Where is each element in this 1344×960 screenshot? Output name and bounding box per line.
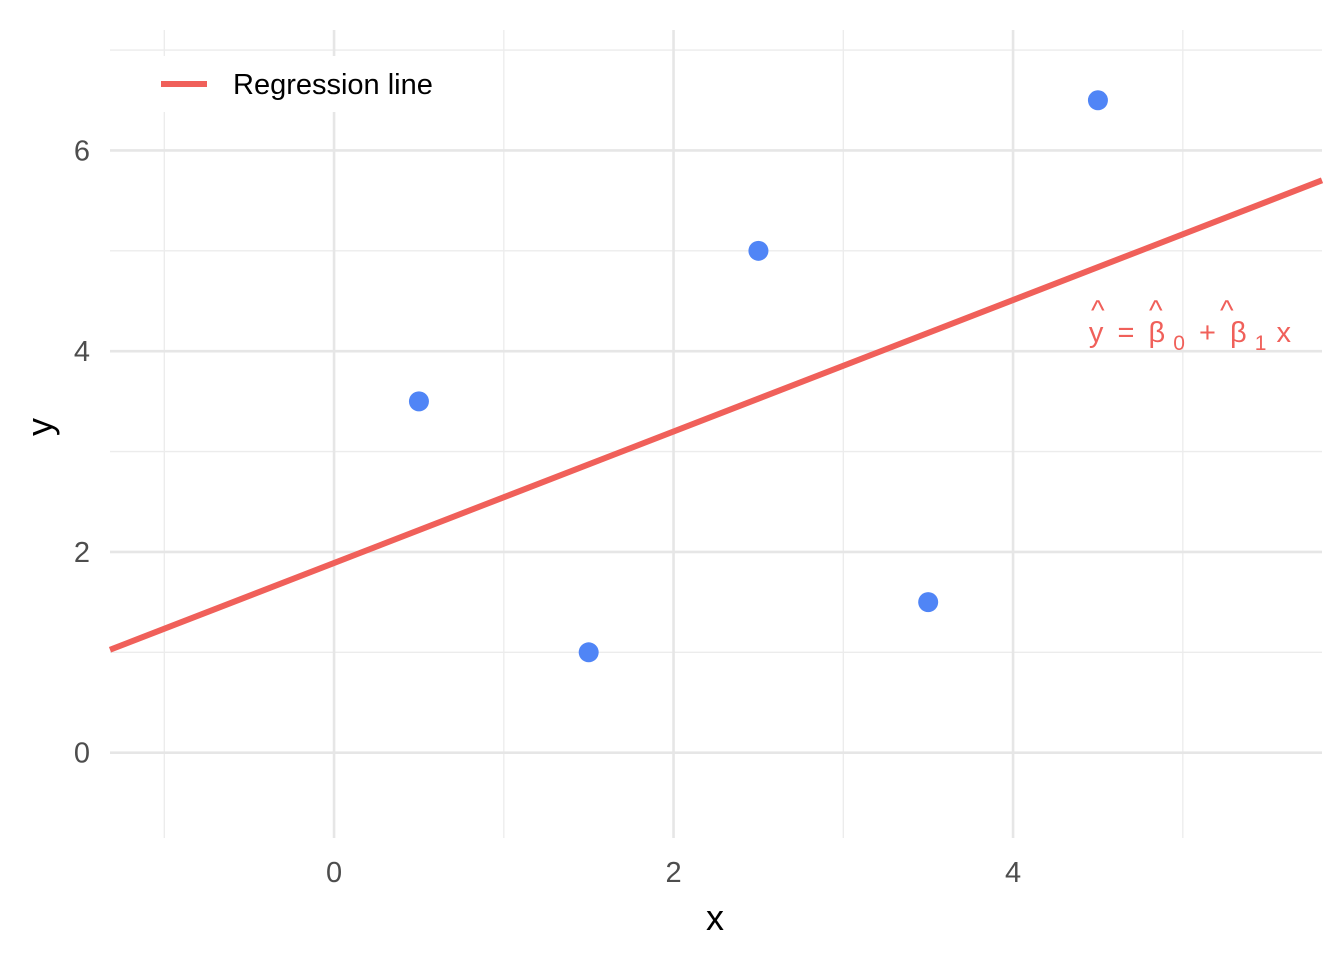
x-tick-label: 0 bbox=[326, 857, 342, 889]
data-point bbox=[748, 240, 769, 261]
equation-plus: + bbox=[1199, 317, 1216, 349]
data-point bbox=[918, 592, 939, 613]
major-gridlines bbox=[110, 30, 1322, 838]
minor-gridlines bbox=[110, 30, 1322, 838]
y-axis-title: y bbox=[19, 418, 60, 436]
x-tick-label: 2 bbox=[665, 857, 681, 889]
x-axis-ticks: 0 2 4 bbox=[326, 857, 1021, 889]
equation-beta: β bbox=[1148, 317, 1165, 349]
data-point bbox=[578, 642, 599, 663]
hat-beta1: ^ bbox=[1220, 295, 1234, 327]
equation-subscript: 1 bbox=[1255, 332, 1267, 355]
equation-equals: = bbox=[1117, 317, 1134, 349]
y-tick-label: 2 bbox=[74, 537, 90, 569]
regression-line bbox=[108, 177, 1324, 653]
y-tick-label: 0 bbox=[74, 738, 90, 770]
legend: Regression line bbox=[128, 56, 488, 112]
data-point bbox=[1087, 90, 1108, 111]
equation-subscript: 0 bbox=[1173, 332, 1185, 355]
y-axis-ticks: 0 2 4 6 bbox=[74, 135, 90, 769]
data-point bbox=[408, 391, 429, 412]
equation-x: x bbox=[1276, 317, 1291, 349]
equation-y: y bbox=[1089, 317, 1104, 349]
hat-beta0: ^ bbox=[1149, 295, 1163, 327]
equation-text: y = β 0 + β 1 x bbox=[1089, 317, 1292, 357]
x-tick-label: 4 bbox=[1005, 857, 1021, 889]
data-points bbox=[408, 90, 1108, 663]
regression-layer bbox=[108, 177, 1324, 653]
equation-beta: β bbox=[1230, 317, 1247, 349]
y-tick-label: 4 bbox=[74, 336, 90, 368]
regression-equation-annotation: y = β 0 + β 1 x ^ ^ ^ bbox=[1089, 295, 1292, 357]
hat-y: ^ bbox=[1091, 295, 1105, 327]
x-axis-title: x bbox=[706, 897, 724, 938]
y-tick-label: 6 bbox=[74, 135, 90, 167]
legend-label: Regression line bbox=[233, 69, 433, 101]
